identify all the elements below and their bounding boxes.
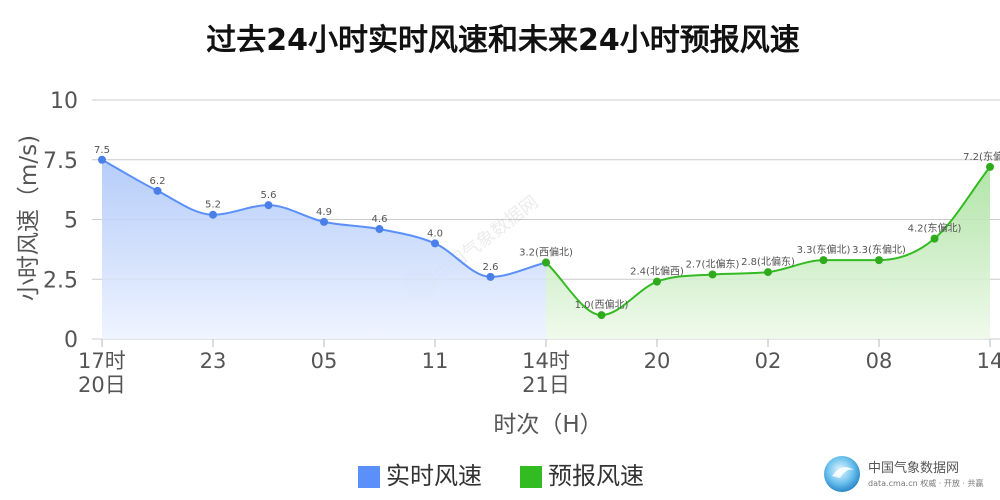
x-tick-label: 17时 — [78, 349, 126, 373]
data-labels: 7.5 6.2 5.2 5.6 4.9 4.6 4.0 2.6 3.2(西偏北) 1.0(西偏北)… — [94, 145, 1000, 311]
x-tick-label: 05 — [311, 349, 338, 373]
legend-swatch-forecast — [520, 466, 542, 488]
data-point — [431, 239, 439, 248]
legend-label-observed: 实时风速 — [386, 462, 482, 490]
data-label: 2.6 — [483, 262, 499, 273]
y-tick-label: 10 — [50, 89, 78, 114]
data-point — [264, 201, 273, 210]
y-axis-ticks: 0 2.5 5 7.5 10 — [43, 89, 78, 353]
x-tick-label: 20日 — [78, 373, 126, 397]
legend-item-observed[interactable]: 实时风速 — [358, 462, 482, 490]
data-label: 4.6 — [372, 214, 388, 225]
data-label: 6.2 — [150, 176, 166, 187]
x-tick-label: 14时 — [522, 349, 570, 373]
data-label: 4.9 — [316, 207, 332, 218]
data-point — [98, 155, 106, 164]
brand-block: 中国气象数据网 data.cma.cn 权威 · 开放 · 共赢 — [824, 456, 983, 492]
data-point — [653, 277, 661, 286]
data-point — [153, 186, 162, 195]
brand-name: 中国气象数据网 — [868, 460, 959, 476]
y-tick-label: 2.5 — [43, 268, 78, 293]
data-label: 2.8(北偏东) — [741, 255, 795, 268]
data-label: 3.2(西偏北) — [519, 246, 573, 259]
data-point — [819, 256, 828, 265]
x-tick-label: 21日 — [522, 373, 570, 397]
data-point — [375, 225, 384, 234]
legend-item-forecast[interactable]: 预报风速 — [520, 462, 644, 490]
legend-label-forecast: 预报风速 — [548, 462, 644, 490]
y-tick-label: 5 — [64, 209, 78, 234]
data-point — [764, 268, 772, 277]
data-point — [486, 272, 495, 281]
data-label: 7.5 — [94, 145, 110, 156]
area-0 — [102, 159, 546, 339]
chart-title: 过去24小时实时风速和未来24小时预报风速 — [206, 23, 800, 58]
data-label: 5.6 — [261, 190, 277, 201]
data-point — [986, 162, 994, 171]
x-tick-label: 11 — [422, 349, 449, 373]
data-point — [708, 270, 717, 279]
y-tick-label: 0 — [64, 328, 78, 353]
data-label: 4.0 — [427, 228, 443, 239]
series-areas — [102, 159, 990, 339]
data-label: 3.3(东偏北) — [852, 243, 906, 256]
brand-subtitle: data.cma.cn 权威 · 开放 · 共赢 — [868, 478, 983, 488]
x-tick-label: 23 — [200, 349, 227, 373]
x-axis-title: 时次（H） — [493, 412, 602, 438]
data-label: 7.2(东偏北) — [963, 150, 1000, 163]
x-tick-label: 20 — [644, 349, 671, 373]
data-point — [209, 210, 217, 219]
x-tick-label: 14 — [977, 349, 1000, 373]
x-tick-label: 02 — [755, 349, 782, 373]
x-tick-label: 08 — [866, 349, 893, 373]
data-point — [930, 234, 939, 243]
data-label: 4.2(东偏北) — [908, 222, 962, 235]
cma-logo-icon — [824, 456, 860, 492]
area-1 — [546, 166, 990, 339]
data-point — [875, 256, 883, 265]
data-label: 3.3(东偏北) — [797, 243, 851, 256]
y-tick-label: 7.5 — [43, 149, 78, 174]
data-label: 2.4(北偏西) — [630, 265, 684, 278]
data-point — [597, 311, 606, 320]
data-point — [320, 217, 328, 226]
series-points — [98, 155, 994, 320]
y-axis-title: 小时风速（m/s) — [16, 135, 42, 301]
legend-swatch-observed — [358, 466, 380, 488]
data-point — [542, 258, 550, 267]
data-label: 1.0(西偏北) — [575, 298, 629, 311]
legend: 实时风速 预报风速 — [358, 462, 644, 490]
data-label: 5.2 — [205, 200, 221, 211]
data-label: 2.7(北偏东) — [686, 257, 740, 270]
